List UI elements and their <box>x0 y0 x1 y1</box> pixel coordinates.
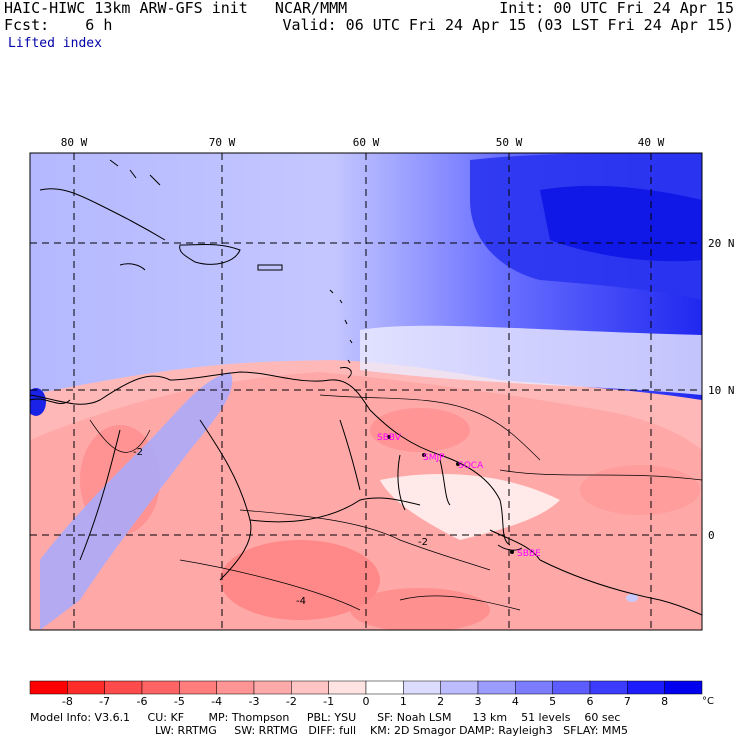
coastlines <box>30 159 702 616</box>
colorbar-tick-label: -5 <box>174 695 185 708</box>
lon-label: 70 W <box>209 136 236 149</box>
colorbar-swatch <box>515 680 553 695</box>
valid-time: Valid: 06 UTC Fri 24 Apr 15 (03 LST Fri … <box>282 16 734 34</box>
colorbar-swatch <box>179 680 217 695</box>
colorbar-tick-label: 8 <box>661 695 668 708</box>
colorbar-tick-label: -8 <box>62 695 73 708</box>
colorbar-swatch <box>141 680 180 695</box>
model-info-line-1: Model Info: V3.6.1 CU: KF MP: Thompson P… <box>30 711 621 724</box>
colorbar-tick-label: 5 <box>549 695 556 708</box>
colorbar-tick-label: 7 <box>624 695 631 708</box>
lon-label: 50 W <box>496 136 523 149</box>
colorbar-unit: °C <box>702 696 714 707</box>
lon-label: 40 W <box>638 136 665 149</box>
contour-label: -2 <box>133 447 143 458</box>
colorbar-swatch <box>216 680 255 695</box>
station-markers <box>387 435 514 554</box>
colorbar-swatch <box>104 680 143 695</box>
map-frame <box>29 152 703 631</box>
model-info-line-2: LW: RRTMG SW: RRTMG DIFF: full KM: 2D Sm… <box>155 724 628 737</box>
colorbar-swatch <box>328 680 367 695</box>
colorbar-tick-label: -7 <box>99 695 110 708</box>
colorbar-tick-label: 3 <box>475 695 482 708</box>
colorbar-swatch <box>664 680 703 695</box>
colorbar-swatch <box>589 680 628 695</box>
lon-label: 60 W <box>353 136 380 149</box>
colorbar-swatch <box>552 680 591 695</box>
colorbar-tick-label: -4 <box>211 695 222 708</box>
colorbar-tick-label: 1 <box>400 695 407 708</box>
lat-label: 0 <box>708 529 715 542</box>
colorbar-swatch <box>365 680 404 695</box>
colorbar-tick-label: 6 <box>587 695 594 708</box>
colorbar-swatch <box>253 680 292 695</box>
forecast-hour: Fcst: 6 h <box>4 16 113 34</box>
init-time: Init: 00 UTC Fri 24 Apr 15 <box>499 0 734 17</box>
colorbar-tick-label: 4 <box>512 695 519 708</box>
colorbar-tick-label: -1 <box>323 695 334 708</box>
colorbar-swatch <box>627 680 665 695</box>
field-name: Lifted index <box>8 36 102 51</box>
station-label: SOCA <box>458 461 484 471</box>
colorbar <box>29 680 703 695</box>
model-title: HAIC-HIWC 13km ARW-GFS init NCAR/MMM <box>4 0 348 17</box>
colorbar-tick-label: 0 <box>363 695 370 708</box>
colorbar-tick-label: 2 <box>437 695 444 708</box>
contour-label: -2 <box>418 537 428 548</box>
graticule <box>30 153 702 630</box>
station-label: SMJP <box>423 453 445 463</box>
colorbar-tick-label: -2 <box>286 695 297 708</box>
colorbar-swatch <box>440 680 479 695</box>
station-label: SBBV <box>377 433 402 443</box>
contour-label: -4 <box>296 596 306 607</box>
lon-label: 80 W <box>61 136 88 149</box>
lat-label: 10 N <box>708 384 735 397</box>
colorbar-swatch <box>477 680 516 695</box>
colorbar-tick-label: -3 <box>249 695 260 708</box>
colorbar-swatch <box>403 680 441 695</box>
colorbar-swatch <box>67 680 105 695</box>
colorbar-swatch <box>29 680 68 695</box>
station-label: SBBE <box>517 549 541 559</box>
lat-label: 20 N <box>708 237 735 250</box>
colorbar-swatch <box>291 680 329 695</box>
colorbar-tick-labels: -8 -7 -6 -5 -4 -3 -2 -1 0 1 2 3 4 5 6 7 8 <box>62 695 668 708</box>
shaded-field <box>30 153 702 630</box>
colorbar-tick-label: -6 <box>137 695 148 708</box>
